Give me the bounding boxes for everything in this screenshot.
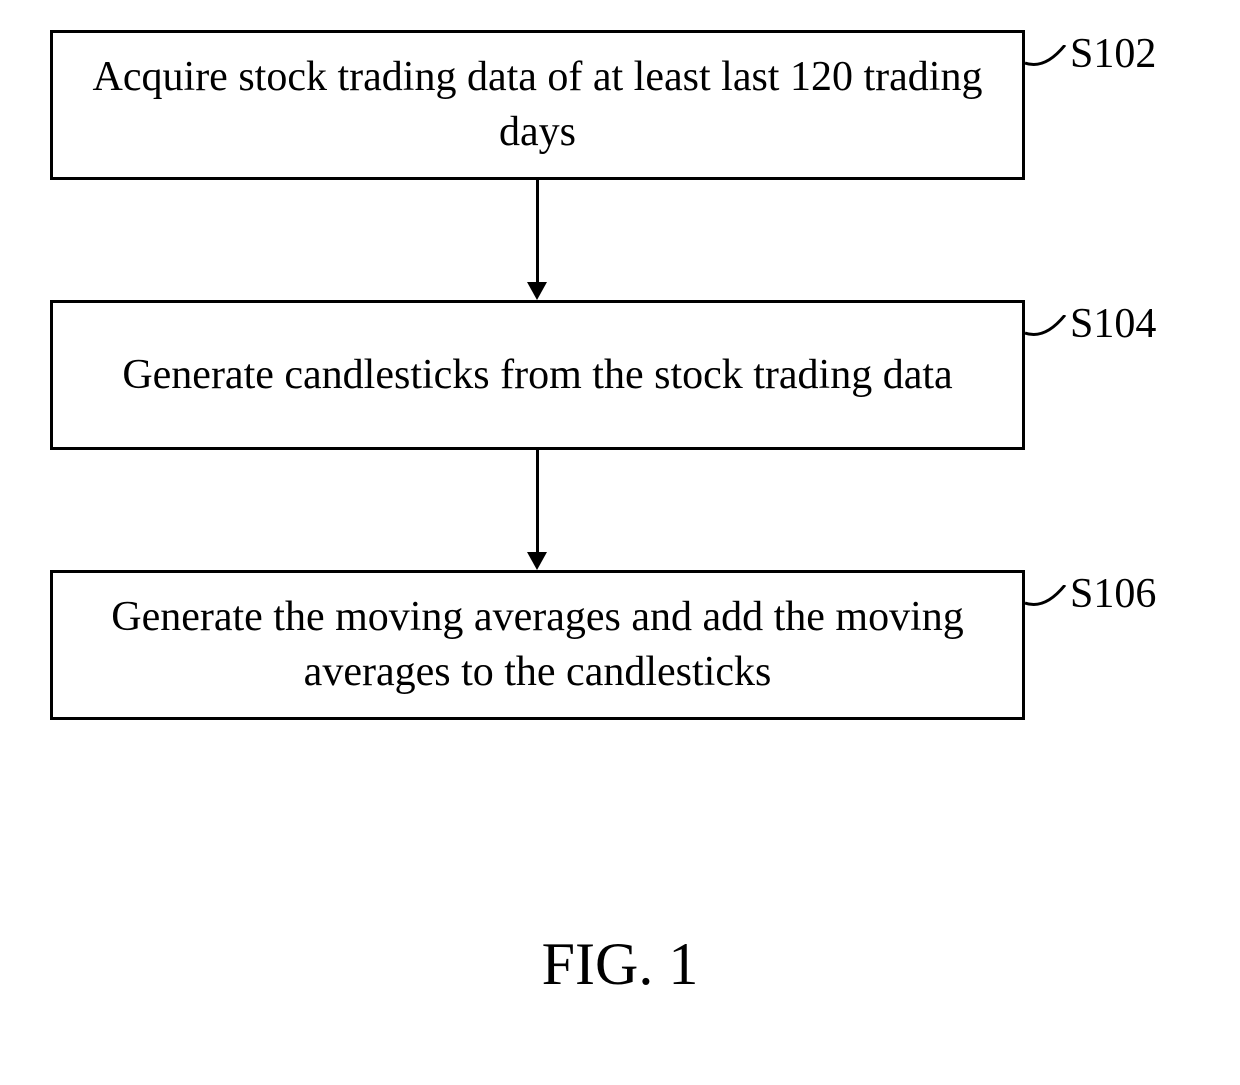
flow-text-1: Acquire stock trading data of at least l… [83,50,992,159]
step-label-2: S104 [1070,300,1156,348]
flow-text-2: Generate candlesticks from the stock tra… [122,348,952,403]
label-connector-1 [1025,45,1070,85]
flow-text-3: Generate the moving averages and add the… [83,590,992,699]
arrow-head-1 [527,282,547,300]
arrow-head-2 [527,552,547,570]
flow-box-1: Acquire stock trading data of at least l… [50,30,1025,180]
label-connector-2 [1025,315,1070,355]
step-label-1: S102 [1070,30,1156,78]
step-label-3: S106 [1070,570,1156,618]
label-connector-3 [1025,585,1070,625]
flow-box-3: Generate the moving averages and add the… [50,570,1025,720]
arrow-line-2 [536,450,539,552]
flow-box-2: Generate candlesticks from the stock tra… [50,300,1025,450]
arrow-line-1 [536,180,539,282]
figure-label: FIG. 1 [0,930,1240,999]
